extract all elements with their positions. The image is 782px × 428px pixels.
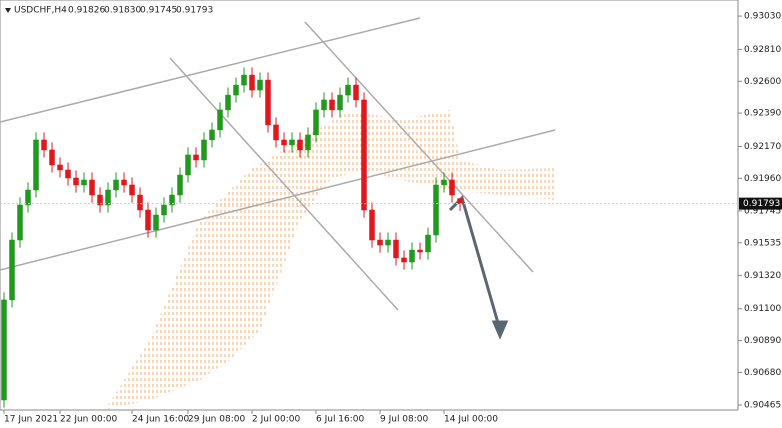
candle-body: [17, 204, 23, 241]
symbol: USDCHF,H4: [14, 6, 67, 16]
candle-body: [265, 79, 271, 126]
candle-body: [417, 249, 423, 253]
candle-body: [385, 239, 391, 246]
x-tick-label: 24 Jun 16:00: [132, 415, 189, 425]
candle-body: [161, 204, 167, 216]
candle-body: [305, 134, 311, 151]
candle-body: [41, 139, 47, 151]
plot-area: [0, 0, 739, 411]
candle-body: [377, 239, 383, 246]
candle-body: [249, 74, 255, 91]
candle-body: [217, 109, 223, 131]
trend-lines: [0, 17, 556, 311]
y-tick-label: 0.92810: [744, 45, 781, 55]
candle-body: [1, 299, 7, 401]
forecast-arrow: [448, 195, 509, 340]
y-tick-label: 0.91535: [744, 238, 781, 248]
ohlc-close: 0.91793: [176, 6, 213, 16]
candle-body: [241, 74, 247, 86]
candle-body: [177, 174, 183, 196]
y-tick-label: 0.90465: [744, 400, 781, 410]
x-tick-label: 14 Jul 00:00: [444, 415, 498, 425]
candle-body: [273, 124, 279, 141]
candle-body: [65, 169, 71, 179]
y-tick-label: 0.92390: [744, 109, 781, 119]
candle-body: [313, 109, 319, 136]
x-tick-label: 2 Jul 00:00: [252, 415, 301, 425]
candle-body: [297, 139, 303, 151]
candle-body: [121, 179, 127, 186]
y-tick-label: 0.91745: [744, 206, 781, 216]
price-label-box: [739, 197, 782, 210]
candle-body: [321, 99, 327, 111]
candle-body: [457, 198, 463, 204]
price-label: 0.91793: [743, 199, 780, 209]
candle-body: [401, 257, 407, 263]
ohlc-open: 0.91826: [68, 6, 105, 16]
candle-body: [433, 184, 439, 236]
candle-body: [73, 177, 79, 186]
candle-body: [185, 154, 191, 176]
candle-body: [337, 94, 343, 111]
y-tick-label: 0.90680: [744, 368, 781, 378]
x-tick-label: 6 Jul 16:00: [316, 415, 365, 425]
y-tick-label: 0.93030: [744, 12, 781, 22]
y-tick-label: 0.92600: [744, 77, 781, 87]
candle-body: [169, 194, 175, 206]
candle-body: [97, 194, 103, 206]
candle-body: [289, 139, 295, 146]
candle-body: [113, 179, 119, 191]
candle-body: [209, 129, 215, 141]
candle-body: [201, 139, 207, 161]
ohlc-high: 0.91830: [104, 6, 141, 16]
candle-body: [137, 194, 143, 211]
candle-body: [257, 79, 263, 91]
candle-body: [57, 164, 63, 171]
x-tick-label: 9 Jul 08:00: [380, 415, 429, 425]
candle-body: [441, 179, 447, 186]
candle-body: [9, 239, 15, 301]
candle-body: [145, 209, 151, 231]
y-tick-label: 0.91320: [744, 271, 781, 281]
y-tick-label: 0.92170: [744, 142, 781, 152]
candle-body: [49, 149, 55, 166]
candle-body: [409, 249, 415, 263]
candle-body: [361, 99, 367, 211]
ohlc-low: 0.91745: [140, 6, 177, 16]
candle-body: [225, 94, 231, 111]
x-tick-label: 17 Jun 2021: [4, 415, 58, 425]
candle-body: [25, 189, 31, 206]
x-tick-label: 29 Jun 08:00: [188, 415, 245, 425]
y-tick-label: 0.90890: [744, 336, 781, 346]
candle-body: [105, 189, 111, 206]
candle-body: [393, 239, 399, 259]
candle-body: [193, 154, 199, 161]
candle-body: [369, 209, 375, 241]
candle-body: [425, 234, 431, 253]
collapse-icon[interactable]: [5, 8, 11, 13]
candle-body: [281, 139, 287, 146]
y-tick-label: 0.91100: [744, 304, 781, 314]
candle-body: [81, 179, 87, 186]
candle-body: [153, 214, 159, 231]
candle-body: [449, 179, 455, 196]
candle-body: [345, 84, 351, 96]
y-tick-label: 0.91960: [744, 174, 781, 184]
candle-body: [33, 139, 39, 191]
candle-body: [89, 179, 95, 196]
x-tick-label: 22 Jun 00:00: [60, 415, 117, 425]
candle-body: [129, 184, 135, 196]
candle-body: [353, 84, 359, 101]
candle-body: [329, 99, 335, 111]
candle-body: [233, 84, 239, 96]
